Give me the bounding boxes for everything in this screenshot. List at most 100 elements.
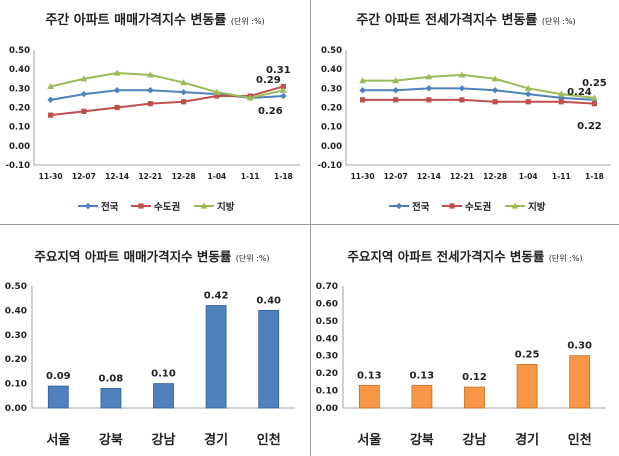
bar <box>205 305 227 409</box>
bar-value-label: 0.13 <box>410 370 435 381</box>
data-point <box>113 87 121 94</box>
data-point <box>491 75 499 82</box>
data-point <box>47 96 54 104</box>
bar <box>358 384 380 409</box>
legend-label: 전국 <box>412 201 430 213</box>
weekly-jeonse-price-chart-svg: 주간 아파트 전세가격지수 변동률 (단위 :%) 0.50 0.40 0.30 0.2… <box>318 12 611 213</box>
legend-marker <box>138 203 144 209</box>
bar <box>411 384 433 409</box>
y-tick-label: -0.10 <box>318 161 343 171</box>
data-point <box>47 83 55 90</box>
y-tick-label: 0.60 <box>316 299 338 309</box>
x-tick-label: 1-18 <box>274 172 293 181</box>
bar <box>569 355 591 409</box>
series-line-2 <box>50 71 284 99</box>
chart-title: 주간 아파트 매매가격지수 변동률 (단위 :%) <box>45 12 264 28</box>
y-tick-label: 0.20 <box>5 355 27 365</box>
data-point <box>246 94 254 101</box>
x-tick-label: 1-04 <box>519 172 538 181</box>
y-tick-label: 0.50 <box>321 46 342 56</box>
data-point <box>591 101 598 107</box>
series-line-1 <box>362 98 595 105</box>
data-point <box>558 99 564 105</box>
bar-value-label: 0.13 <box>357 370 382 381</box>
legend-marker <box>511 202 519 209</box>
chart-unit: (단위 :%) <box>231 16 265 26</box>
data-point <box>180 88 187 96</box>
x-tick-label: 경기 <box>204 432 228 448</box>
y-tick-label: 0.50 <box>5 282 27 292</box>
regional-jeonse-price-chart-svg: 주요지역 아파트 전세가격지수 변동률 (단위 :%) 0.70 0.60 0.50 0… <box>316 249 606 448</box>
data-label: 0.29 <box>256 75 281 86</box>
x-tick-label: 1-11 <box>241 172 260 181</box>
data-point <box>113 69 121 76</box>
y-tick-label: 0.40 <box>5 306 27 316</box>
bar-value-label: 0.10 <box>151 369 176 380</box>
chart-unit: (단위 :%) <box>542 16 576 26</box>
data-point <box>279 86 287 93</box>
data-point <box>459 97 465 103</box>
series-line-0 <box>362 87 595 101</box>
x-tick-label: 12-14 <box>105 172 129 181</box>
bar <box>47 385 69 409</box>
data-point <box>458 71 466 78</box>
regional-sale-price-chart: 주요지역 아파트 매매가격지수 변동률 (단위 :%) 0.50 0.40 0.30 0… <box>0 225 310 456</box>
bar-value-label: 0.09 <box>46 371 71 382</box>
bar-value-label: 0.25 <box>515 349 540 360</box>
data-point <box>425 85 433 92</box>
data-point <box>392 77 400 84</box>
bar-value-label: 0.30 <box>567 341 592 352</box>
x-tick-label: 서울 <box>357 432 381 448</box>
chart-unit: (단위 :%) <box>236 253 270 263</box>
data-point <box>114 104 120 111</box>
bar <box>100 388 122 409</box>
data-point <box>558 94 565 102</box>
y-tick-label: 0.40 <box>9 65 30 75</box>
chart-title: 주요지역 아파트 전세가격지수 변동률 (단위 :%) <box>347 249 582 264</box>
x-tick-label: 경기 <box>515 432 539 448</box>
x-tick-label: 강남 <box>463 432 487 448</box>
data-point <box>280 83 286 90</box>
data-point <box>214 93 220 99</box>
data-label: 0.31 <box>266 65 291 76</box>
data-point <box>524 90 532 98</box>
y-tick-label: 0.10 <box>9 123 30 133</box>
vertical-divider <box>310 0 311 456</box>
x-tick-label: 12-28 <box>172 172 196 181</box>
x-tick-label: 1-11 <box>552 172 571 181</box>
x-tick-label: 12-14 <box>417 172 441 181</box>
legend-label: 수도권 <box>465 201 491 213</box>
legend-marker <box>449 203 455 209</box>
x-tick-label: 12-21 <box>450 172 474 181</box>
data-label: 0.26 <box>258 106 283 117</box>
x-tick-label: 강북 <box>410 432 434 448</box>
data-point <box>392 87 399 94</box>
data-label: 0.25 <box>582 78 607 89</box>
y-tick-label: 0.10 <box>316 387 338 397</box>
legend-label: 지방 <box>528 201 546 213</box>
data-point <box>146 71 154 78</box>
x-tick-label: 인천 <box>257 432 281 448</box>
data-point <box>492 99 498 105</box>
bar <box>516 364 538 409</box>
y-tick-label: 0.40 <box>321 65 342 75</box>
bar-value-label: 0.08 <box>99 373 124 384</box>
series-line-2 <box>362 73 595 99</box>
legend-marker <box>200 202 208 209</box>
bar <box>258 310 280 409</box>
x-tick-label: 12-28 <box>483 172 507 181</box>
x-tick-label: 12-21 <box>138 172 162 181</box>
weekly-jeonse-price-chart: 주간 아파트 전세가격지수 변동률 (단위 :%) 0.50 0.40 0.30 0.2… <box>311 0 619 224</box>
x-tick-label: 강북 <box>99 432 123 448</box>
y-tick-label: 0.20 <box>321 104 342 114</box>
data-point <box>147 87 154 94</box>
chart-title: 주간 아파트 전세가격지수 변동률 (단위 :%) <box>356 12 575 28</box>
data-point <box>181 99 187 105</box>
data-point <box>491 87 499 94</box>
y-tick-label: 0.00 <box>316 404 338 414</box>
y-tick-label: 0.40 <box>316 334 338 344</box>
weekly-sale-price-chart: 주간 아파트 매매가격지수 변동률 (단위 :%) 0.50 0.40 0.30 0.2… <box>0 0 310 224</box>
y-tick-label: 0.00 <box>5 404 27 414</box>
legend-label: 전국 <box>101 201 119 213</box>
data-label: 0.22 <box>577 121 602 132</box>
